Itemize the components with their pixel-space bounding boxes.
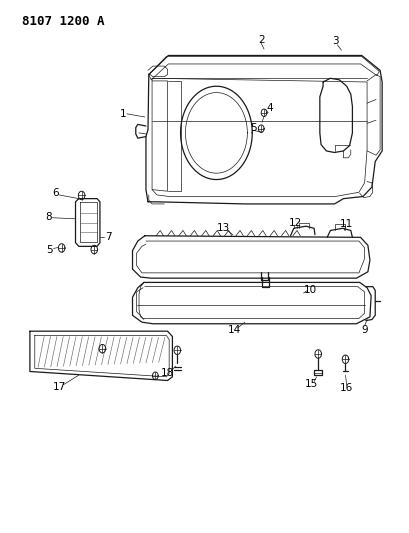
Text: 11: 11	[339, 219, 353, 229]
Text: 5: 5	[46, 245, 53, 255]
Text: 2: 2	[257, 35, 264, 45]
Text: 18: 18	[160, 368, 174, 377]
Text: 9: 9	[360, 325, 367, 335]
Text: 4: 4	[265, 103, 272, 114]
Text: 13: 13	[216, 223, 229, 233]
Text: 12: 12	[288, 218, 301, 228]
Text: 6: 6	[52, 188, 58, 198]
Text: 3: 3	[331, 36, 338, 46]
Text: 1: 1	[119, 109, 126, 119]
Text: 7: 7	[105, 232, 111, 242]
Text: 14: 14	[227, 325, 240, 335]
Text: 8107 1200 A: 8107 1200 A	[22, 14, 104, 28]
Text: 16: 16	[339, 383, 353, 393]
Text: 8: 8	[45, 212, 52, 222]
Text: 10: 10	[303, 285, 316, 295]
Text: 15: 15	[304, 379, 317, 389]
Text: 5: 5	[250, 123, 256, 133]
Text: 17: 17	[52, 382, 66, 392]
